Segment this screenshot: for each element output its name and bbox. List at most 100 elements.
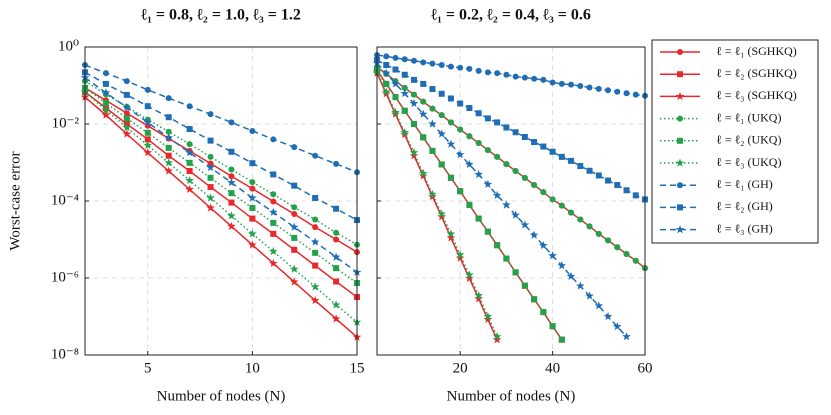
marker bbox=[512, 73, 519, 80]
marker bbox=[207, 184, 214, 191]
legend-marker bbox=[677, 49, 683, 55]
marker bbox=[333, 205, 340, 212]
marker bbox=[466, 105, 473, 112]
series-line bbox=[84, 77, 358, 273]
marker bbox=[494, 119, 501, 126]
marker bbox=[428, 189, 437, 198]
marker bbox=[549, 323, 556, 330]
marker bbox=[249, 160, 256, 167]
marker bbox=[269, 207, 278, 216]
marker bbox=[429, 60, 436, 67]
marker bbox=[503, 161, 510, 168]
marker bbox=[447, 95, 454, 102]
marker bbox=[392, 66, 399, 73]
marker bbox=[207, 111, 214, 118]
marker bbox=[475, 215, 482, 222]
marker bbox=[102, 70, 109, 77]
marker bbox=[585, 291, 594, 300]
marker bbox=[539, 240, 548, 250]
marker bbox=[632, 257, 639, 264]
marker bbox=[521, 174, 528, 181]
marker bbox=[312, 194, 319, 201]
legend-marker bbox=[677, 115, 683, 122]
series-line bbox=[84, 87, 358, 253]
marker bbox=[520, 220, 530, 229]
marker bbox=[206, 193, 215, 202]
marker bbox=[164, 133, 173, 142]
legend-marker bbox=[675, 225, 685, 234]
marker bbox=[186, 126, 193, 133]
marker bbox=[457, 100, 464, 107]
marker bbox=[101, 88, 111, 97]
marker bbox=[475, 140, 482, 147]
marker bbox=[401, 107, 408, 114]
marker bbox=[410, 76, 417, 83]
marker bbox=[186, 168, 193, 175]
marker bbox=[249, 179, 256, 186]
marker bbox=[503, 124, 510, 131]
marker bbox=[466, 133, 473, 140]
marker bbox=[248, 229, 257, 238]
legend-label: ℓ = ℓ₁ (UKQ) bbox=[716, 110, 781, 124]
marker bbox=[227, 221, 236, 230]
marker bbox=[400, 128, 409, 137]
x-axis-label: Number of nodes (N) bbox=[157, 388, 286, 404]
marker bbox=[540, 189, 547, 196]
x-tick-label: 15 bbox=[350, 360, 365, 376]
marker bbox=[446, 229, 456, 238]
plot-area bbox=[377, 47, 645, 355]
marker bbox=[605, 87, 612, 94]
marker bbox=[312, 152, 319, 159]
legend-label: ℓ = ℓ₃ (GH) bbox=[716, 221, 773, 235]
marker bbox=[186, 103, 193, 110]
marker bbox=[291, 182, 298, 189]
marker bbox=[595, 230, 602, 237]
marker bbox=[429, 86, 436, 93]
marker bbox=[437, 209, 446, 218]
marker bbox=[400, 88, 409, 98]
marker bbox=[331, 300, 341, 309]
marker bbox=[249, 127, 256, 134]
series-line bbox=[84, 71, 358, 221]
marker bbox=[483, 314, 493, 324]
marker bbox=[484, 147, 491, 154]
marker bbox=[227, 178, 236, 187]
marker bbox=[291, 204, 298, 211]
marker bbox=[429, 147, 436, 154]
marker bbox=[291, 210, 298, 217]
marker bbox=[531, 182, 538, 189]
marker bbox=[595, 85, 602, 92]
marker bbox=[521, 133, 528, 140]
marker bbox=[248, 193, 257, 202]
marker bbox=[270, 198, 277, 205]
marker bbox=[333, 160, 340, 167]
marker bbox=[381, 87, 391, 96]
marker bbox=[521, 282, 528, 289]
marker bbox=[494, 153, 501, 160]
marker bbox=[207, 153, 214, 160]
marker bbox=[331, 252, 341, 261]
marker bbox=[291, 144, 298, 151]
marker bbox=[101, 110, 111, 119]
marker bbox=[540, 76, 547, 83]
legend-label: ℓ = ℓ₁ (SGHKQ) bbox=[716, 44, 797, 58]
marker bbox=[249, 204, 256, 211]
marker bbox=[410, 91, 417, 98]
legend-label: ℓ = ℓ₁ (GH) bbox=[716, 177, 773, 191]
marker bbox=[409, 99, 419, 108]
marker bbox=[383, 53, 390, 60]
marker bbox=[605, 237, 612, 244]
marker bbox=[483, 179, 493, 189]
marker bbox=[228, 173, 235, 180]
marker bbox=[548, 251, 557, 260]
marker bbox=[248, 240, 257, 249]
marker bbox=[503, 255, 510, 262]
legend-marker bbox=[677, 204, 683, 211]
marker bbox=[457, 126, 464, 133]
marker bbox=[568, 157, 575, 164]
marker bbox=[483, 312, 493, 321]
marker bbox=[465, 273, 474, 282]
marker bbox=[144, 129, 151, 136]
marker bbox=[455, 253, 465, 262]
